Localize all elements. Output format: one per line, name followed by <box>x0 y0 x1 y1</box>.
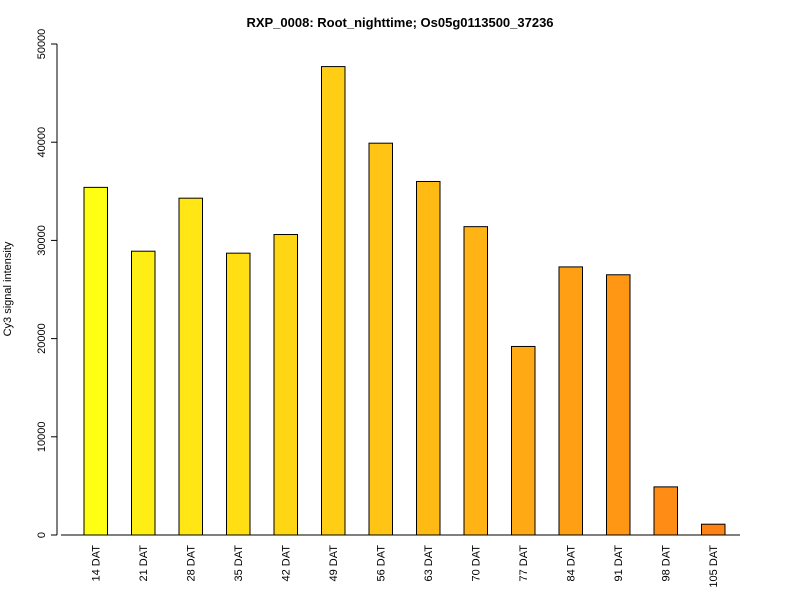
bar-56-dat <box>368 142 393 536</box>
bar-91-dat <box>606 274 631 536</box>
y-axis-label: Cy3 signal intensity <box>2 241 14 336</box>
bar-77-dat <box>511 345 536 536</box>
bar-42-dat <box>273 234 298 536</box>
y-axis: 0 10000 20000 30000 40000 50000 <box>36 29 58 538</box>
y-tick-label: 50000 <box>36 29 48 60</box>
x-tick-label: 77 DAT <box>518 545 530 582</box>
y-tick-label: 0 <box>36 532 48 538</box>
x-tick-label: 42 DAT <box>281 545 293 582</box>
y-tick-label: 40000 <box>36 127 48 158</box>
x-tick-label: 91 DAT <box>613 545 625 582</box>
x-tick-label: 14 DAT <box>91 545 103 582</box>
x-tick-label: 70 DAT <box>471 545 483 582</box>
bar-105-dat <box>701 523 726 536</box>
y-tick-label: 30000 <box>36 225 48 256</box>
x-axis: 14 DAT 21 DAT 28 DAT 35 DAT 42 DAT 49 DAT 56 D… <box>61 534 740 588</box>
bar-28-dat <box>178 197 203 536</box>
x-tick-label: 56 DAT <box>376 545 388 582</box>
bar-63-dat <box>416 180 441 536</box>
bars <box>83 66 726 536</box>
bar-21-dat <box>131 250 156 536</box>
bar-14-dat <box>83 186 108 536</box>
x-tick-label: 105 DAT <box>708 545 720 588</box>
bar-35-dat <box>226 252 251 536</box>
bar-84-dat <box>558 266 583 536</box>
x-tick-label: 28 DAT <box>186 545 198 582</box>
x-tick-label: 98 DAT <box>661 545 673 582</box>
x-tick-label: 63 DAT <box>423 545 435 582</box>
x-tick-label: 84 DAT <box>566 545 578 582</box>
bar-49-dat <box>321 66 346 536</box>
x-tick-label: 49 DAT <box>328 545 340 582</box>
chart-title: RXP_0008: Root_nighttime; Os05g0113500_3… <box>246 15 553 30</box>
bar-70-dat <box>463 226 488 536</box>
y-tick-label: 10000 <box>36 422 48 453</box>
bar-98-dat <box>653 486 678 536</box>
x-tick-label: 35 DAT <box>233 545 245 582</box>
y-tick-label: 20000 <box>36 323 48 354</box>
x-tick-label: 21 DAT <box>138 545 150 582</box>
